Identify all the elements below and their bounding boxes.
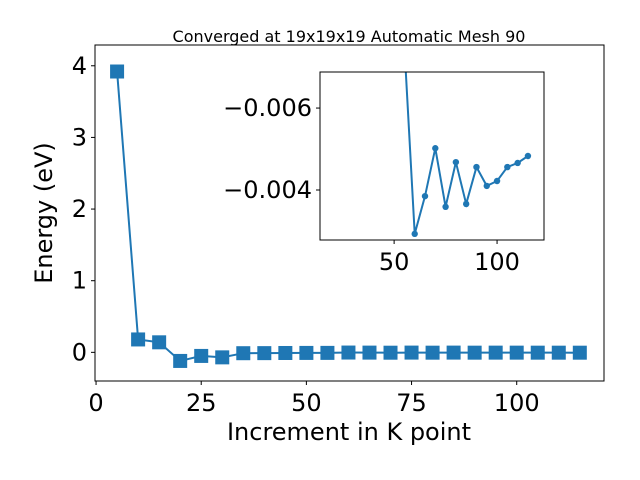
data-marker <box>425 345 440 360</box>
axes-frame <box>319 71 545 241</box>
data-marker <box>152 335 167 350</box>
y-tick-label: −0.006 <box>223 94 312 122</box>
data-marker <box>236 346 251 361</box>
data-marker <box>278 345 293 360</box>
data-marker <box>488 345 503 360</box>
data-marker <box>452 158 460 166</box>
data-marker <box>404 345 419 360</box>
data-marker <box>173 353 188 368</box>
data-marker <box>572 345 587 360</box>
x-tick-label: 50 <box>291 389 322 417</box>
y-tick-label: 0 <box>72 338 87 366</box>
chart-title: Converged at 19x19x19 Automatic Mesh 90 <box>173 27 526 46</box>
data-marker <box>473 163 480 171</box>
x-tick-label: 75 <box>396 389 427 417</box>
data-marker <box>299 345 314 360</box>
data-marker <box>493 177 501 185</box>
data-marker <box>432 145 439 152</box>
data-marker <box>362 345 377 360</box>
x-tick-label: 25 <box>186 389 217 417</box>
x-tick-label: 100 <box>494 389 540 417</box>
data-marker <box>442 203 449 211</box>
data-marker <box>110 64 125 79</box>
plot-content <box>110 64 587 368</box>
y-axis-label: Energy (eV) <box>30 142 58 284</box>
data-marker <box>257 346 272 361</box>
data-marker <box>509 345 524 360</box>
data-marker <box>131 332 146 347</box>
data-marker <box>341 345 356 360</box>
data-marker <box>524 152 532 160</box>
data-marker <box>215 350 230 365</box>
data-marker <box>514 159 521 167</box>
y-tick-label: 1 <box>72 267 87 295</box>
y-tick-label: 4 <box>72 52 87 80</box>
data-marker <box>467 345 482 360</box>
axes-frame <box>94 44 605 382</box>
y-tick-label: 2 <box>72 195 87 223</box>
plot-area <box>320 72 544 240</box>
y-tick-label: 3 <box>72 123 87 151</box>
x-tick-label: 100 <box>474 248 520 276</box>
data-marker <box>383 345 398 360</box>
data-marker <box>194 348 209 363</box>
x-tick-label: 50 <box>379 248 410 276</box>
data-marker <box>483 182 490 190</box>
data-marker <box>462 200 470 208</box>
data-marker <box>446 345 461 360</box>
data-marker <box>421 192 429 200</box>
y-tick-label: −0.004 <box>223 176 312 204</box>
plot-content <box>404 72 532 238</box>
data-marker <box>320 345 335 360</box>
data-marker <box>411 230 418 238</box>
data-marker <box>504 163 511 171</box>
data-marker <box>551 345 566 360</box>
data-marker <box>530 345 545 360</box>
x-tick-label: 0 <box>88 389 103 417</box>
x-axis-label: Increment in K point <box>227 418 471 446</box>
